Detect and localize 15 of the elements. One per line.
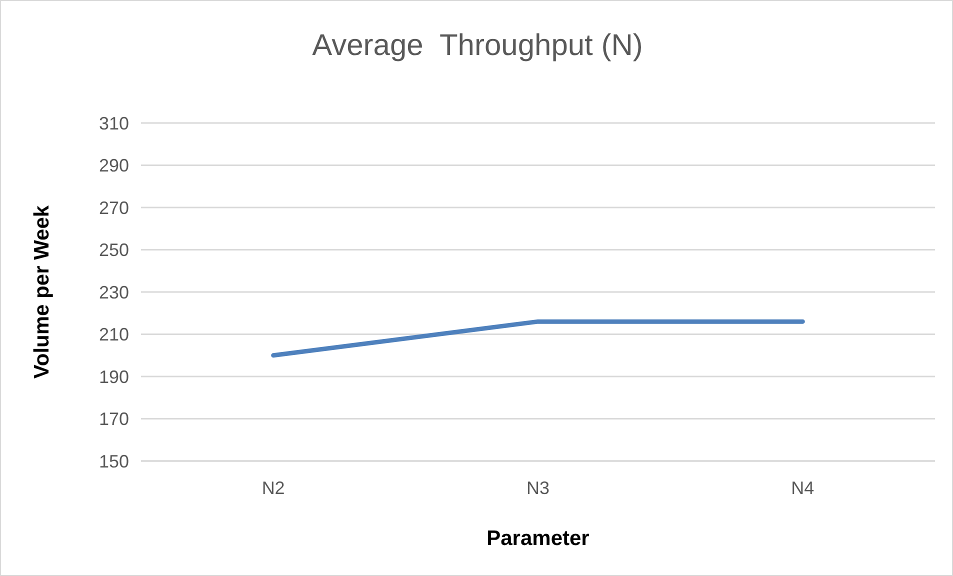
y-tick-label: 270 [98,198,129,218]
y-tick-label: 170 [98,409,129,430]
y-tick-label: 150 [98,451,129,472]
x-axis-title: Parameter [486,527,590,550]
x-tick-label: N4 [791,478,814,498]
y-tick-label: 310 [98,113,129,134]
x-tick-label: N2 [262,478,285,498]
y-tick-label: 230 [98,282,129,302]
y-tick-label: 210 [98,324,129,345]
y-tick-label: 190 [98,366,129,387]
y-axis-title: Volume per Week [30,205,54,379]
y-tick-label: 290 [98,156,129,176]
x-tick-label: N3 [526,478,550,498]
chart-title: Average Throughput (N) [311,29,644,63]
y-tick-label: 250 [98,240,129,260]
